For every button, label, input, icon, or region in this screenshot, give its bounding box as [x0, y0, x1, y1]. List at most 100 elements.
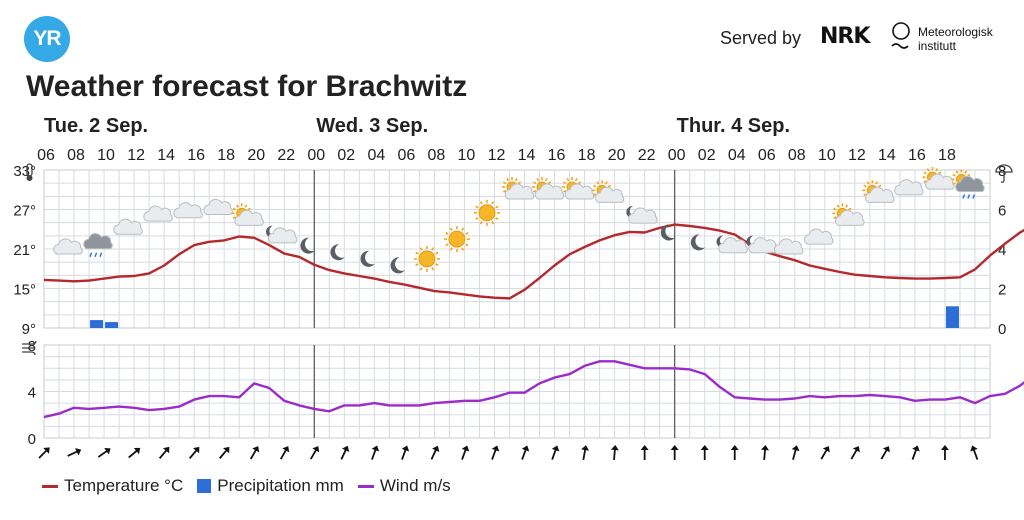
temperature-line — [43, 223, 1024, 300]
met-institute-logo-icon[interactable] — [890, 22, 914, 56]
precipitation-tick-label: 4 — [998, 242, 1006, 259]
day-label: Tue. 2 Sep. — [44, 115, 148, 137]
yr-logo[interactable]: YR — [24, 16, 70, 62]
wind-tick-label: 4 — [28, 385, 36, 402]
wind-direction-arrow-icon — [38, 447, 50, 459]
legend-temperature: Temperature °C — [42, 476, 183, 496]
hour-label: 06 — [758, 147, 776, 164]
hour-label: 06 — [397, 147, 415, 164]
precipitation-tick-label: 2 — [998, 282, 1006, 299]
wind-direction-arrow-icon — [730, 445, 739, 460]
hour-label: 00 — [668, 147, 686, 164]
precipitation-tick-label: 0 — [998, 321, 1006, 338]
wind-direction-arrow-icon — [700, 445, 709, 460]
umbrella-icon — [995, 164, 1013, 183]
wind-direction-arrow-icon — [970, 445, 979, 460]
legend-wind-swatch — [357, 484, 374, 488]
legend-wind-label: Wind m/s — [379, 476, 451, 495]
temperature-tick-label: 21° — [13, 242, 36, 259]
wind-direction-arrow-icon — [188, 446, 200, 459]
weather-symbol-cloud-icon — [113, 218, 143, 235]
weather-symbol-sun-icon — [413, 245, 440, 272]
wind-direction-arrow-icon — [581, 445, 590, 461]
hour-label: 10 — [818, 147, 836, 164]
weather-symbol-sun-cloud-icon — [562, 177, 595, 200]
hour-label: 02 — [337, 147, 355, 164]
wind-direction-arrow-icon — [461, 445, 470, 460]
weather-symbol-moon-cloud-icon — [265, 225, 298, 244]
wind-direction-arrow-icon — [521, 445, 530, 460]
wind-direction-arrow-icon — [219, 446, 230, 459]
nrk-logo[interactable]: NRK — [820, 24, 870, 49]
wind-direction-arrow-icon — [640, 445, 649, 460]
hour-label: 20 — [608, 147, 626, 164]
chart-legend: Temperature °C Precipitation mm Wind m/s — [42, 476, 465, 496]
weather-symbol-cloud-icon — [143, 205, 173, 222]
chart-grid — [43, 169, 991, 439]
hour-label: 14 — [157, 147, 175, 164]
hour-label: 22 — [277, 147, 295, 164]
hour-label: 16 — [908, 147, 926, 164]
weather-symbol-moon-cloud-icon — [626, 206, 658, 224]
hour-label: 04 — [367, 147, 385, 164]
weather-symbol-sun-cloud-icon — [592, 180, 625, 203]
legend-temperature-label: Temperature °C — [64, 476, 184, 495]
weather-symbol-sun-cloud-icon — [231, 203, 264, 226]
hour-label: 12 — [488, 147, 506, 164]
precipitation-bar — [90, 320, 104, 328]
weather-symbol-moon-icon — [390, 257, 405, 274]
wind-direction-arrow-icon — [310, 446, 320, 460]
hour-label: 00 — [307, 147, 325, 164]
hour-label: 18 — [578, 147, 596, 164]
wind-direction-arrow-icon — [340, 445, 350, 460]
wind-panel-border — [43, 344, 991, 439]
weather-symbol-cloud-rain-icon — [83, 233, 113, 257]
weather-symbol-cloud-icon — [804, 228, 834, 245]
hour-label: 14 — [518, 147, 536, 164]
hour-label: 16 — [187, 147, 205, 164]
weather-symbol-sun-cloud-icon — [502, 177, 535, 200]
weather-symbol-cloud-icon — [173, 202, 203, 219]
wind-direction-arrow-icon — [97, 448, 111, 458]
weather-symbol-moon-cloud-icon — [716, 235, 748, 254]
wind-direction-arrow-icon — [850, 446, 860, 460]
page-title: Weather forecast for Brachwitz — [26, 70, 468, 103]
wind-direction-arrow-icon — [820, 446, 830, 460]
wind-direction-arrow-icon — [430, 445, 440, 460]
wind-direction-arrow-icon — [158, 446, 170, 459]
hour-label: 10 — [458, 147, 476, 164]
wind-direction-arrow-icon — [610, 445, 619, 461]
wind-direction-arrow-icon — [67, 448, 82, 457]
precipitation-bar — [105, 322, 119, 328]
weather-symbol-moon-icon — [300, 237, 315, 254]
hour-label: 08 — [428, 147, 446, 164]
wind-direction-arrow-icon — [128, 447, 141, 459]
weather-symbol-sun-cloud-rain-icon — [951, 169, 985, 199]
weather-symbol-sun-cloud-icon — [832, 203, 865, 226]
wind-line — [43, 360, 1024, 419]
weather-symbol-cloud-icon — [894, 179, 924, 196]
met-institute-name[interactable]: Meteorologisk institutt — [918, 25, 993, 53]
hour-label: 18 — [938, 147, 956, 164]
wind-direction-arrow-icon — [670, 445, 679, 460]
hour-label: 10 — [97, 147, 115, 164]
temperature-panel-border — [43, 169, 991, 329]
hour-label: 08 — [788, 147, 806, 164]
wind-direction-arrow-icon — [940, 445, 949, 460]
day-label: Thur. 4 Sep. — [677, 115, 790, 137]
legend-precipitation-swatch — [197, 479, 212, 493]
temperature-tick-label: 15° — [13, 282, 36, 299]
wind-direction-arrow-icon — [880, 446, 890, 460]
wind-icon — [22, 340, 37, 356]
legend-precipitation-label: Precipitation mm — [217, 476, 344, 495]
precipitation-bar — [945, 306, 959, 328]
weather-symbol-moon-icon — [330, 244, 345, 261]
met-institute-line2: institutt — [918, 39, 957, 53]
hour-label: 04 — [728, 147, 746, 164]
hour-label: 12 — [127, 147, 145, 164]
weather-symbol-moon-cloud-icon — [746, 235, 778, 254]
hour-label: 02 — [698, 147, 716, 164]
weather-symbol-sun-cloud-icon — [532, 177, 565, 200]
hour-label: 06 — [37, 147, 55, 164]
